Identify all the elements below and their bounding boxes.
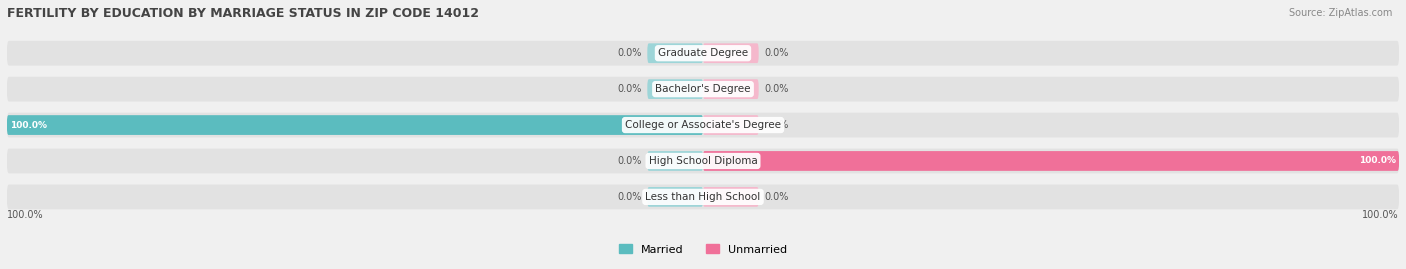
Text: Less than High School: Less than High School xyxy=(645,192,761,202)
FancyBboxPatch shape xyxy=(7,148,1399,173)
FancyBboxPatch shape xyxy=(703,43,759,63)
Text: Graduate Degree: Graduate Degree xyxy=(658,48,748,58)
Text: 100.0%: 100.0% xyxy=(1358,157,1396,165)
FancyBboxPatch shape xyxy=(703,187,759,207)
FancyBboxPatch shape xyxy=(647,187,703,207)
Text: 0.0%: 0.0% xyxy=(765,192,789,202)
Text: 0.0%: 0.0% xyxy=(617,84,641,94)
Text: 100.0%: 100.0% xyxy=(1362,210,1399,220)
Text: FERTILITY BY EDUCATION BY MARRIAGE STATUS IN ZIP CODE 14012: FERTILITY BY EDUCATION BY MARRIAGE STATU… xyxy=(7,7,479,20)
Text: 0.0%: 0.0% xyxy=(617,48,641,58)
FancyBboxPatch shape xyxy=(703,79,759,99)
Text: College or Associate's Degree: College or Associate's Degree xyxy=(626,120,780,130)
Text: 100.0%: 100.0% xyxy=(10,121,48,130)
FancyBboxPatch shape xyxy=(7,77,1399,101)
Text: 0.0%: 0.0% xyxy=(617,156,641,166)
Text: High School Diploma: High School Diploma xyxy=(648,156,758,166)
Text: 0.0%: 0.0% xyxy=(765,84,789,94)
FancyBboxPatch shape xyxy=(7,185,1399,209)
Text: Bachelor's Degree: Bachelor's Degree xyxy=(655,84,751,94)
Text: Source: ZipAtlas.com: Source: ZipAtlas.com xyxy=(1288,8,1392,18)
Legend: Married, Unmarried: Married, Unmarried xyxy=(614,240,792,259)
FancyBboxPatch shape xyxy=(703,151,1399,171)
Text: 0.0%: 0.0% xyxy=(765,120,789,130)
FancyBboxPatch shape xyxy=(7,41,1399,66)
Text: 100.0%: 100.0% xyxy=(7,210,44,220)
FancyBboxPatch shape xyxy=(647,151,703,171)
FancyBboxPatch shape xyxy=(7,113,1399,137)
Text: 0.0%: 0.0% xyxy=(617,192,641,202)
FancyBboxPatch shape xyxy=(703,115,759,135)
FancyBboxPatch shape xyxy=(7,115,703,135)
FancyBboxPatch shape xyxy=(647,43,703,63)
Text: 0.0%: 0.0% xyxy=(765,48,789,58)
FancyBboxPatch shape xyxy=(647,79,703,99)
